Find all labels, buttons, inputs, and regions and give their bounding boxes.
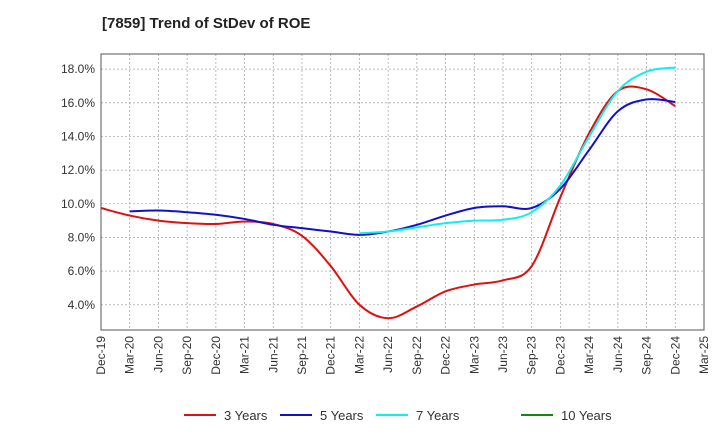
series-line-5-years	[129, 98, 676, 236]
x-axis-tick-labels: Dec-19 Mar-20 Jun-20 Sep-20 Dec-20 Mar-21 Jun-…	[94, 336, 711, 375]
x-tick-label: Jun-20	[151, 336, 165, 373]
x-tick-label: Mar-21	[238, 336, 252, 374]
x-tick-label: Sep-24	[640, 336, 654, 375]
chart-title: [7859] Trend of StDev of ROE	[102, 15, 311, 32]
y-axis-tick-labels: 4.0% 6.0% 8.0% 10.0% 12.0% 14.0% 16.0% 18.0%	[61, 62, 95, 312]
y-tick-label: 14.0%	[61, 129, 95, 143]
x-tick-label: Jun-22	[381, 336, 395, 373]
x-tick-label: Mar-23	[467, 336, 481, 374]
x-tick-label: Dec-19	[94, 336, 108, 375]
x-tick-label: Jun-23	[496, 336, 510, 373]
series-line-7-years	[359, 66, 676, 235]
y-tick-label: 6.0%	[68, 264, 96, 278]
x-tick-label: Jun-21	[266, 336, 280, 373]
x-tick-label: Dec-23	[553, 336, 567, 375]
y-tick-label: 18.0%	[61, 62, 95, 76]
x-tick-label: Sep-20	[180, 336, 194, 375]
x-tick-label: Mar-24	[582, 336, 596, 374]
x-tick-label: Sep-23	[525, 336, 539, 375]
x-tick-label: Mar-20	[123, 336, 137, 374]
y-tick-label: 16.0%	[61, 96, 95, 110]
legend: 3 Years 5 Years 7 Years 10 Years	[184, 408, 612, 423]
legend-label-10-years: 10 Years	[561, 408, 612, 423]
legend-label-3-years: 3 Years	[224, 408, 268, 423]
x-tick-label: Dec-21	[324, 336, 338, 375]
x-tick-label: Mar-25	[697, 336, 711, 374]
y-tick-label: 10.0%	[61, 197, 95, 211]
x-tick-label: Dec-20	[209, 336, 223, 375]
x-tick-label: Sep-22	[410, 336, 424, 375]
x-tick-label: Sep-21	[295, 336, 309, 375]
x-tick-label: Jun-24	[611, 336, 625, 373]
series-lines	[100, 66, 676, 320]
legend-label-7-years: 7 Years	[416, 408, 460, 423]
x-tick-label: Mar-22	[352, 336, 366, 374]
y-tick-label: 4.0%	[68, 298, 96, 312]
y-tick-label: 12.0%	[61, 163, 95, 177]
legend-label-5-years: 5 Years	[320, 408, 364, 423]
plot-area-border	[100, 53, 705, 331]
y-tick-label: 8.0%	[68, 230, 96, 244]
x-tick-label: Dec-22	[439, 336, 453, 375]
x-tick-label: Dec-24	[668, 336, 682, 375]
